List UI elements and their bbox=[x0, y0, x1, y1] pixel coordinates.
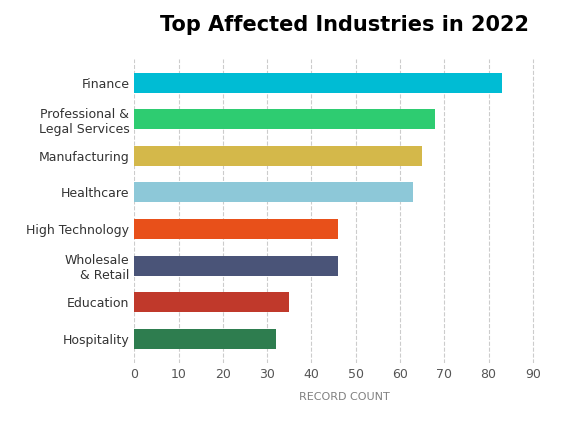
Bar bbox=[135, 292, 289, 312]
X-axis label: RECORD COUNT: RECORD COUNT bbox=[299, 391, 390, 401]
Bar bbox=[135, 329, 276, 349]
Bar bbox=[135, 219, 338, 239]
Bar bbox=[135, 182, 413, 203]
Bar bbox=[135, 109, 435, 129]
Bar bbox=[135, 72, 502, 93]
Bar bbox=[135, 256, 338, 276]
Title: Top Affected Industries in 2022: Top Affected Industries in 2022 bbox=[160, 15, 529, 35]
Bar bbox=[135, 146, 422, 166]
